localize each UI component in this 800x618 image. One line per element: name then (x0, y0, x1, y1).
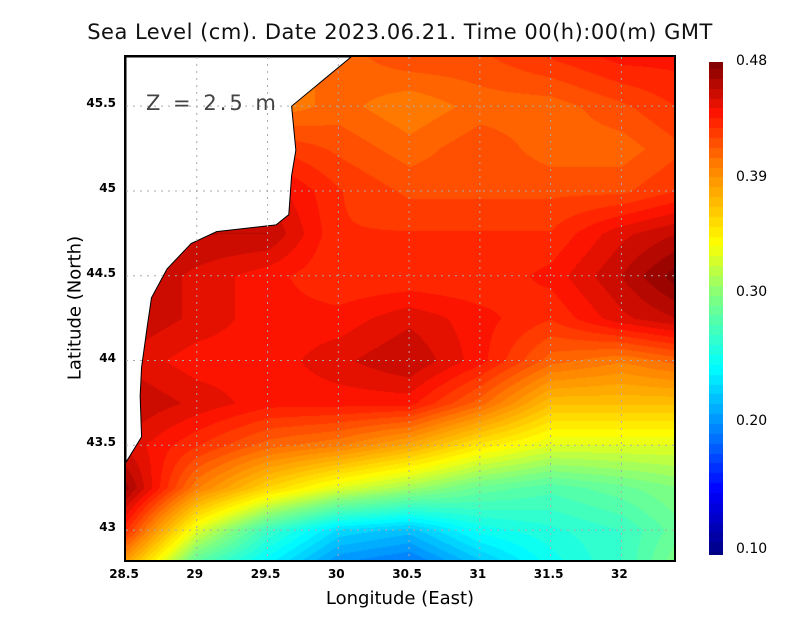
x-tick-label: 31.5 (533, 567, 564, 581)
colorbar-tick-label: 0.20 (736, 412, 768, 429)
x-axis-label: Longitude (East) (325, 588, 475, 609)
map-overlay (126, 57, 674, 560)
y-axis-label: Latitude (North) (64, 235, 86, 381)
y-tick-label: 45.5 (86, 96, 116, 111)
y-tick-label: 44.5 (86, 265, 116, 280)
x-tick-label: 31 (469, 567, 487, 581)
colorbar-tick-label: 0.39 (736, 168, 768, 185)
colorbar-tick-label: 0.30 (736, 284, 768, 301)
x-tick-label: 30 (327, 567, 345, 581)
plot-area (124, 55, 676, 562)
land-coastline (126, 57, 352, 464)
chart-title: Sea Level (cm). Date 2023.06.21. Time 00… (87, 20, 713, 44)
x-tick-label: 29.5 (250, 567, 281, 581)
colorbar-tick-label: 0.10 (736, 541, 768, 557)
y-tick-label: 43 (99, 520, 116, 535)
depth-annotation: Z = 2.5 m (146, 91, 279, 115)
x-tick-label: 30.5 (392, 567, 422, 581)
y-tick-label: 43.5 (86, 435, 116, 450)
x-tick-label: 28.5 (109, 567, 139, 581)
colorbar-tick-label: 0.48 (736, 53, 768, 69)
y-tick-label: 45 (99, 180, 116, 195)
colorbar (709, 62, 723, 555)
x-tick-label: 32 (611, 567, 628, 581)
x-tick-label: 29 (186, 567, 204, 581)
y-tick-label: 44 (99, 350, 116, 365)
